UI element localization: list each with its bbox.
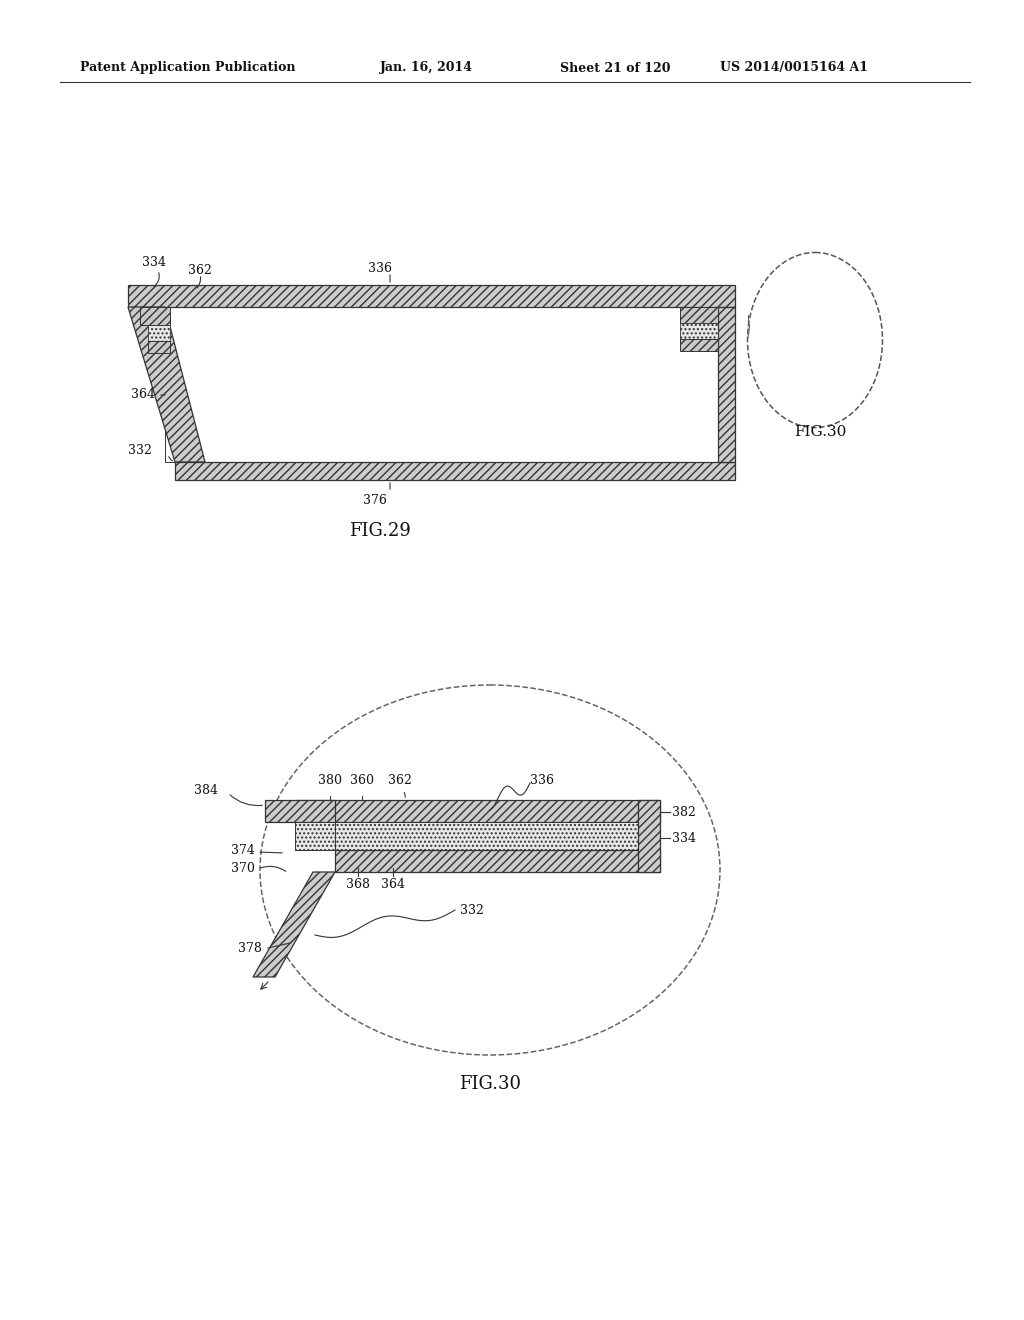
Bar [295, 800, 660, 822]
Bar [148, 341, 170, 352]
Bar [335, 822, 660, 850]
Text: 336: 336 [530, 774, 554, 787]
Bar [335, 850, 660, 873]
Text: 332: 332 [460, 903, 484, 916]
Bar [680, 339, 718, 351]
Bar [128, 285, 735, 308]
Text: 380: 380 [318, 774, 342, 787]
Bar [140, 308, 170, 325]
Text: 364: 364 [131, 388, 155, 401]
Text: 376: 376 [364, 494, 387, 507]
Text: 368: 368 [346, 878, 370, 891]
Text: 332: 332 [128, 444, 152, 457]
Bar [148, 325, 170, 341]
Ellipse shape [260, 685, 720, 1055]
Text: FIG.30: FIG.30 [794, 425, 846, 440]
Text: Jan. 16, 2014: Jan. 16, 2014 [380, 62, 473, 74]
Text: 360: 360 [350, 774, 374, 787]
Ellipse shape [748, 252, 883, 428]
Text: FIG.29: FIG.29 [349, 521, 411, 540]
Text: Patent Application Publication: Patent Application Publication [80, 62, 296, 74]
Bar [718, 308, 735, 462]
Text: 384: 384 [194, 784, 218, 796]
Text: 364: 364 [381, 878, 406, 891]
Text: 382: 382 [672, 805, 696, 818]
Bar [295, 822, 335, 850]
Bar [638, 800, 660, 873]
Text: 336: 336 [368, 261, 392, 275]
Polygon shape [253, 873, 335, 977]
Text: 374: 374 [231, 843, 255, 857]
Text: 362: 362 [388, 774, 412, 787]
Text: 378: 378 [239, 941, 262, 954]
Bar [165, 308, 718, 462]
Bar [680, 308, 718, 323]
Polygon shape [128, 308, 205, 462]
Bar [265, 800, 335, 822]
Bar [680, 323, 718, 339]
Text: Sheet 21 of 120: Sheet 21 of 120 [560, 62, 671, 74]
Text: 334: 334 [142, 256, 166, 268]
Text: US 2014/0015164 A1: US 2014/0015164 A1 [720, 62, 868, 74]
Bar [175, 462, 735, 480]
Text: 370: 370 [231, 862, 255, 874]
Text: 362: 362 [188, 264, 212, 276]
Text: 334: 334 [672, 832, 696, 845]
Text: FIG.30: FIG.30 [459, 1074, 521, 1093]
